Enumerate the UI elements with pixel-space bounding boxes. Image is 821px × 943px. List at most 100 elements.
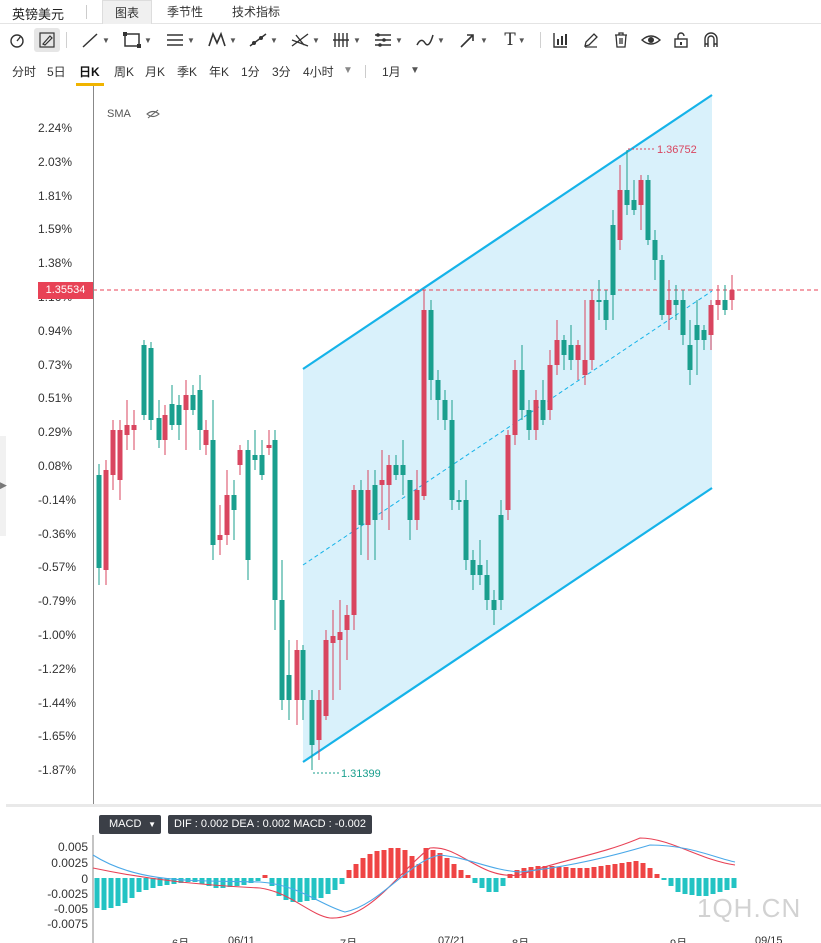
x-axis-tick-label: 8月 bbox=[512, 935, 529, 943]
period-daily[interactable]: 日K bbox=[79, 65, 100, 79]
period-timeshare[interactable]: 分时 bbox=[12, 65, 37, 79]
lock-icon[interactable] bbox=[670, 28, 692, 52]
fib-icon[interactable]: ▼ bbox=[370, 28, 406, 52]
macd-histogram-bar bbox=[682, 878, 688, 894]
parallel-lines-icon[interactable]: ▼ bbox=[162, 28, 198, 52]
range-select[interactable]: 1月 bbox=[382, 65, 401, 79]
edit-icon[interactable] bbox=[580, 28, 602, 52]
candle-body bbox=[435, 380, 441, 400]
active-period-indicator bbox=[76, 83, 104, 86]
candle-body bbox=[379, 480, 385, 485]
candle-body bbox=[631, 200, 637, 210]
candle-body bbox=[117, 430, 123, 480]
macd-histogram-bar bbox=[640, 863, 646, 878]
macd-histogram-bar bbox=[535, 866, 541, 878]
candle-body bbox=[624, 190, 630, 205]
candle-body bbox=[540, 400, 546, 420]
macd-histogram-bar bbox=[577, 868, 583, 878]
macd-y-tick-label: 0.0025 bbox=[51, 856, 88, 870]
macd-histogram-bar bbox=[430, 850, 436, 878]
toolbar-divider bbox=[540, 32, 541, 48]
period-weekly[interactable]: 周K bbox=[114, 65, 135, 79]
drawing-toolbar: ▼ ▼ ▼ ▼ ▼ ▼ ▼ ▼ ▼ ▼ T ▼ bbox=[0, 26, 821, 54]
fork-icon[interactable]: ▼ bbox=[287, 28, 323, 52]
sma-indicator-label[interactable]: SMA bbox=[107, 108, 131, 120]
macd-y-tick-label: 0 bbox=[81, 872, 88, 886]
macd-histogram-bar bbox=[136, 878, 142, 892]
candle-body bbox=[575, 345, 581, 360]
y-axis-tick-label: 0.94% bbox=[38, 323, 73, 338]
macd-histogram-bar bbox=[486, 878, 492, 892]
more-periods-chevron-icon[interactable]: ▼ bbox=[343, 65, 353, 76]
period-5day[interactable]: 5日 bbox=[47, 65, 66, 79]
macd-indicator-select[interactable]: MACD ▼ bbox=[99, 815, 161, 834]
macd-histogram-bar bbox=[115, 878, 121, 906]
period-quarterly[interactable]: 季K bbox=[177, 65, 198, 79]
side-panel-handle[interactable] bbox=[0, 436, 6, 536]
sma-visibility-eye-icon[interactable] bbox=[146, 108, 160, 123]
macd-histogram-bar bbox=[563, 867, 569, 878]
eye-icon[interactable] bbox=[640, 28, 662, 52]
macd-values: DIF : 0.002 DEA : 0.002 MACD : -0.002 bbox=[168, 815, 372, 834]
candle-body bbox=[428, 310, 434, 380]
rectangle-icon[interactable]: ▼ bbox=[119, 28, 155, 52]
candle-body bbox=[491, 600, 497, 610]
candle-body bbox=[589, 300, 595, 360]
macd-y-tick-label: 0.005 bbox=[57, 840, 88, 854]
period-yearly[interactable]: 年K bbox=[209, 65, 230, 79]
tab-technical-indicators[interactable]: 技术指标 bbox=[232, 5, 281, 19]
chart-settings-icon[interactable] bbox=[549, 28, 571, 52]
y-axis-tick-label: 2.03% bbox=[38, 154, 73, 169]
macd-histogram-bar bbox=[108, 878, 114, 908]
candle-body bbox=[729, 290, 735, 300]
pattern-icon[interactable]: ▼ bbox=[204, 28, 240, 52]
tab-seasonality[interactable]: 季节性 bbox=[167, 5, 204, 19]
pane-divider[interactable] bbox=[6, 804, 821, 807]
candle-body bbox=[694, 325, 700, 340]
divider bbox=[86, 5, 87, 19]
magnet-icon[interactable] bbox=[700, 28, 722, 52]
expand-arrow-icon[interactable]: ▶ bbox=[0, 480, 7, 490]
x-axis-tick-label: 09/15 bbox=[755, 935, 783, 943]
candle-body bbox=[365, 490, 371, 525]
pencil-icon[interactable] bbox=[34, 28, 60, 52]
x-axis-tick-label: 07/21 bbox=[438, 935, 466, 943]
macd-histogram-bar bbox=[318, 878, 324, 898]
period-monthly[interactable]: 月K bbox=[145, 65, 166, 79]
cursor-icon[interactable] bbox=[6, 28, 28, 52]
range-chevron-icon[interactable]: ▼ bbox=[410, 65, 420, 76]
candle-body bbox=[421, 310, 427, 496]
macd-histogram-bar bbox=[353, 864, 359, 878]
bars-icon[interactable]: ▼ bbox=[328, 28, 364, 52]
y-axis-tick-label: 2.24% bbox=[38, 121, 73, 135]
candle-body bbox=[279, 600, 285, 700]
period-1min[interactable]: 1分 bbox=[241, 65, 260, 79]
brush-icon[interactable]: ▼ bbox=[412, 28, 448, 52]
period-4hour[interactable]: 4小时 bbox=[303, 65, 334, 79]
macd-histogram-bar bbox=[514, 870, 520, 878]
x-axis-tick-label: 06/11 bbox=[228, 935, 255, 943]
macd-name: MACD bbox=[109, 818, 142, 830]
candle-body bbox=[603, 300, 609, 320]
text-icon[interactable]: T ▼ bbox=[504, 30, 526, 50]
candle-body bbox=[148, 348, 154, 420]
y-axis-tick-label: -1.00% bbox=[38, 628, 77, 642]
y-axis-tick-label: -0.36% bbox=[38, 526, 77, 541]
macd-histogram-bar bbox=[339, 878, 345, 884]
trend-icon[interactable]: ▼ bbox=[245, 28, 281, 52]
candle-body bbox=[162, 415, 168, 440]
macd-histogram-bar bbox=[269, 878, 275, 886]
arrow-icon[interactable]: ▼ bbox=[455, 28, 491, 52]
candle-body bbox=[372, 485, 378, 520]
trash-icon[interactable] bbox=[610, 28, 632, 52]
macd-histogram-bar bbox=[598, 866, 604, 878]
line-icon[interactable]: ▼ bbox=[78, 28, 112, 52]
candle-body bbox=[519, 370, 525, 410]
macd-histogram-bar bbox=[633, 861, 639, 878]
period-3min[interactable]: 3分 bbox=[272, 65, 291, 79]
candle-body bbox=[259, 455, 265, 475]
macd-histogram-bar bbox=[542, 866, 548, 878]
y-axis-tick-label: 0.51% bbox=[38, 391, 73, 406]
tab-chart[interactable]: 图表 bbox=[102, 0, 153, 24]
